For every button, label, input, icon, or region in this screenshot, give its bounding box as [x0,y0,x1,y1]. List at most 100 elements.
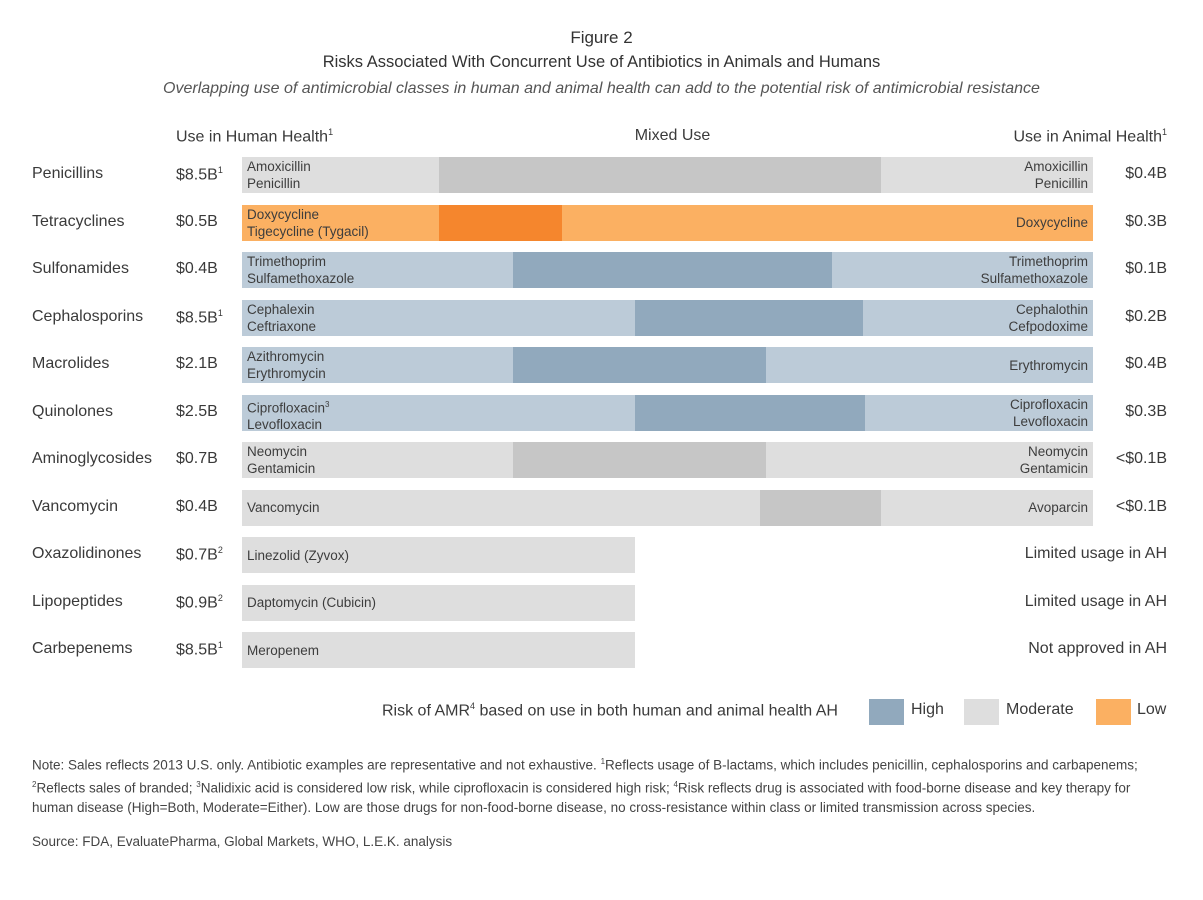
drug-name: Amoxicillin [247,158,311,175]
animal-drugs-cephalosporins: Cephalothin Cefpodoxime [1008,301,1088,335]
human-value-sup: 1 [217,307,223,318]
animal-drugs-macrolides: Erythromycin [1009,357,1088,374]
drug-name: Trimethoprim [981,253,1088,270]
human-value-text: $0.5B [176,212,218,230]
human-value-aminoglycosides: $0.7B [176,450,218,468]
animal-value-text: $0.4B [1125,355,1167,372]
drug-name: Doxycycline [1016,214,1088,231]
chart-notes: Note: Sales reflects 2013 U.S. only. Ant… [32,752,1172,818]
bar-mixed-cephalosporins [635,299,863,336]
animal-drugs-penicillins: Amoxicillin Penicillin [1024,158,1088,192]
animal-value-text: $0.3B [1125,402,1167,420]
legend-title-sup: 4 [470,701,476,711]
row-label-tetracyclines: Tetracyclines [32,212,125,230]
drug-name-text: Amoxicillin [1024,159,1088,174]
drug-name-text: Levofloxacin [247,417,323,432]
human-value-sulfonamides: $0.4B [176,260,218,278]
animal-value-text: $0.4B [1125,165,1167,182]
bar-mixed-quinolones [635,394,865,431]
animal-value-aminoglycosides: <$0.1B [1116,450,1167,468]
human-value-text: $2.5B [176,402,218,420]
legend-label-low: Low [1137,701,1167,718]
drug-name-text: Ceftriaxone [247,318,317,334]
row-label-penicillins: Penicillins [32,165,104,182]
row-label-cephalosporins: Cephalosporins [32,307,144,325]
drug-name: Avoparcin [1028,499,1088,516]
human-value-oxazolidinones: $0.7B2 [176,545,223,564]
row-label-lipopeptides: Lipopeptides [32,592,123,610]
human-value-cephalosporins: $8.5B1 [176,308,223,327]
human-value-text: $0.9B [176,593,218,611]
animal-drugs-aminoglycosides: Neomycin Gentamicin [1020,443,1088,477]
bar-tetracyclines [242,204,1093,241]
human-value-carbepenems: $8.5B1 [176,640,223,659]
animal-value-oxazolidinones: Limited usage in AH [1025,545,1167,563]
drug-name: Sulfamethoxazole [981,270,1088,287]
drug-name: Cefpodoxime [1008,318,1088,335]
human-drugs-carbepenems: Meropenem [247,642,319,659]
row-label-carbepenems: Carbepenems [32,640,133,657]
animal-value-text: <$0.1B [1115,497,1167,515]
human-drugs-cephalosporins: Cephalexin Ceftriaxone [247,301,316,335]
drug-name-text: Cefpodoxime [1008,318,1088,334]
column-header-animal-sup: 1 [1161,127,1167,137]
note-text: Nalidixic acid is considered low risk, w… [200,780,674,796]
note-text: Reflects usage of B-lactams, which inclu… [605,757,1138,773]
bar-mixed-aminoglycosides [513,442,766,478]
drug-name: Gentamicin [247,460,315,477]
human-value-sup: 2 [217,592,223,603]
column-header-human-sup: 1 [328,127,334,137]
note-sup: 3 [196,780,201,789]
legend-swatch-low [1096,699,1131,725]
animal-drugs-tetracyclines: Doxycycline [1016,214,1088,231]
note-text: Risk reflects drug is associated with fo… [32,780,1131,816]
legend-title-main: Risk of AMR [382,702,471,720]
drug-name: Amoxicillin [1024,158,1088,175]
drug-name: Gentamicin [1020,460,1088,477]
animal-value-vancomycin: <$0.1B [1116,498,1167,516]
note-sup: 2 [32,780,37,789]
human-value-text: $0.7B [176,546,218,564]
drug-name-text: Cephalexin [247,301,315,317]
human-value-lipopeptides: $0.9B2 [176,593,223,612]
human-drugs-penicillins: Amoxicillin Penicillin [247,158,311,192]
note-text: Note: Sales reflects 2013 U.S. only. Ant… [32,757,601,773]
row-label-oxazolidinones: Oxazolidinones [32,545,142,562]
human-value-text: $8.5B [176,166,218,184]
animal-value-cephalosporins: $0.2B [1125,308,1167,326]
bar-mixed-macrolides [513,347,766,383]
column-header-human: Use in Human Health1 [176,127,333,146]
drug-name-text: Amoxicillin [247,159,311,174]
drug-name-text: Ciprofloxacin [247,400,326,415]
human-drugs-vancomycin: Vancomycin [247,499,320,516]
drug-name: Ciprofloxacin3 [247,396,330,417]
human-value-penicillins: $8.5B1 [176,165,223,184]
human-value-sup: 1 [217,165,223,175]
animal-value-macrolides: $0.4B [1125,355,1167,373]
drug-name-text: Vancomycin [247,500,320,515]
drug-name: Doxycycline [247,206,369,223]
drug-name: Ceftriaxone [247,318,316,335]
human-drugs-quinolones: Ciprofloxacin3 Levofloxacin [247,396,330,434]
drug-name-text: Sulfamethoxazole [247,271,355,286]
drug-name-text: Cephalothin [1015,301,1088,317]
animal-drugs-quinolones: Ciprofloxacin Levofloxacin [1010,396,1088,430]
column-header-animal-text: Use in Animal Health [1013,128,1162,146]
drug-name-text: Doxycycline [1015,215,1088,230]
drug-name-text: Avoparcin [1028,500,1088,515]
animal-value-text: <$0.1B [1115,450,1167,467]
drug-name-text: Ciprofloxacin [1009,396,1088,412]
human-value-tetracyclines: $0.5B [176,213,218,231]
chart-source: Source: FDA, EvaluatePharma, Global Mark… [32,834,453,849]
bar-mixed-sulfonamides [513,252,832,288]
bar-carbepenems [242,632,635,668]
human-value-sup: 2 [217,545,223,555]
animal-drugs-vancomycin: Avoparcin [1028,499,1088,516]
human-drugs-lipopeptides: Daptomycin (Cubicin) [247,594,376,611]
human-value-text: $2.1B [176,355,218,372]
human-value-text: $8.5B [176,308,218,326]
drug-name: Erythromycin [247,365,326,382]
legend-label-moderate: Moderate [1006,701,1074,718]
drug-name-sup: 3 [325,399,330,409]
drug-name: Penicillin [247,175,311,192]
